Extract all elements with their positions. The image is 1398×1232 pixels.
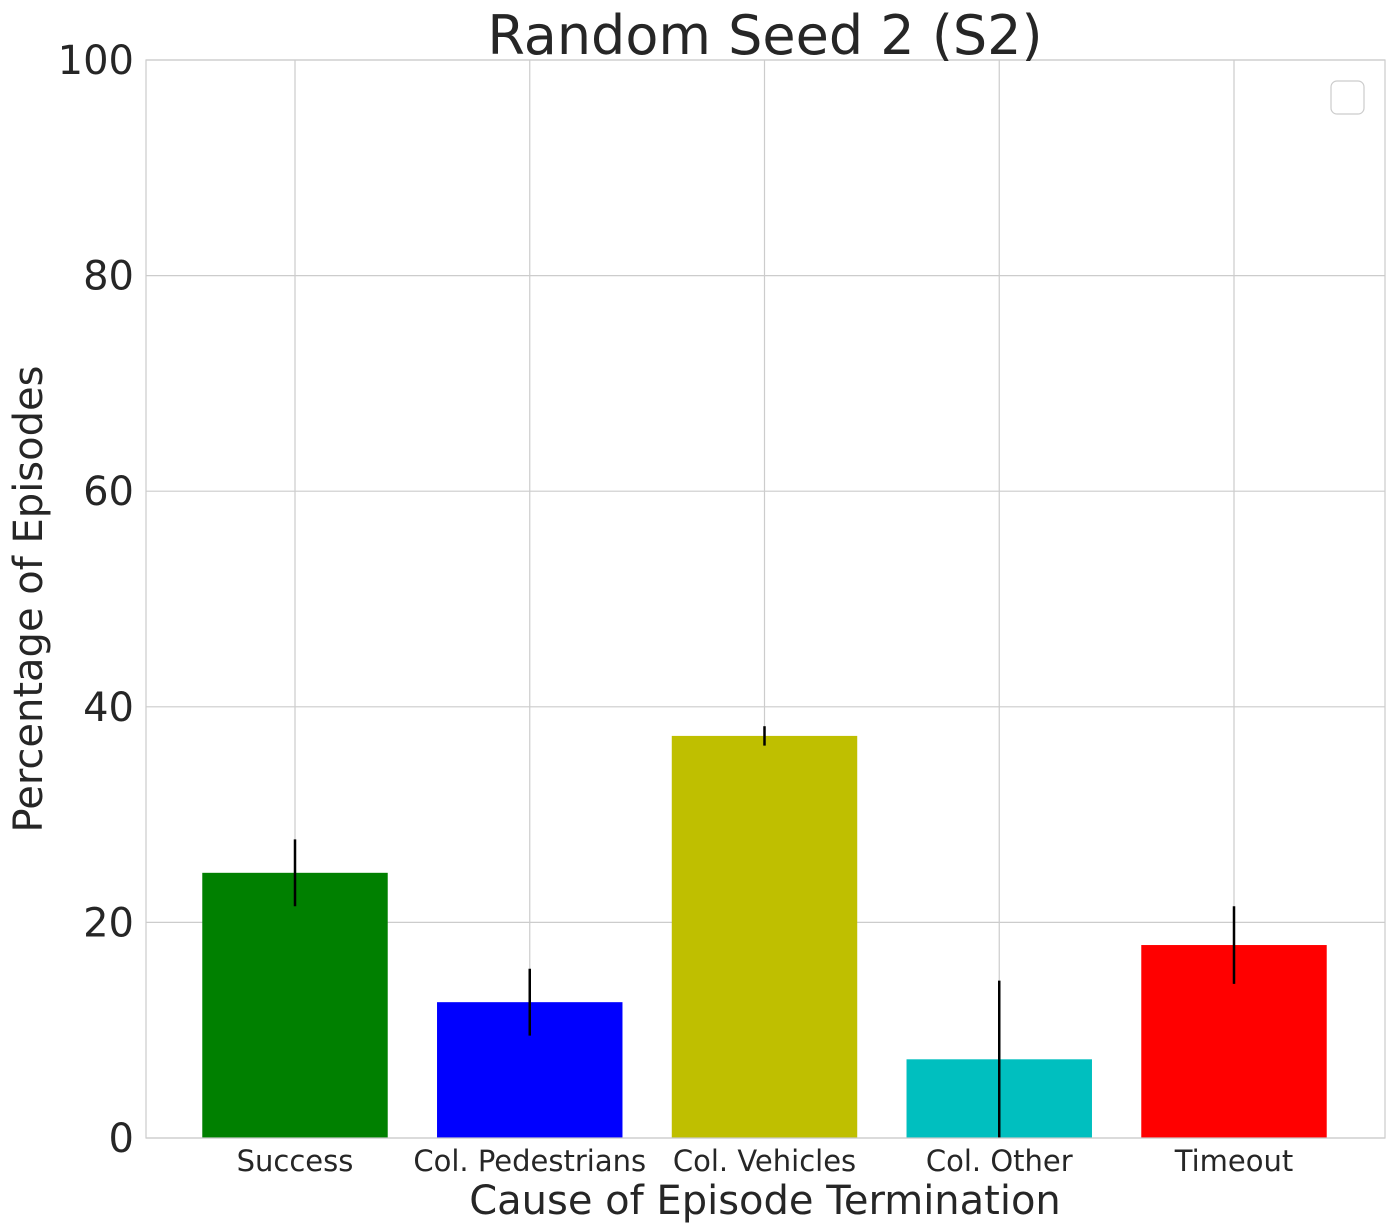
x-tick-label: Timeout (1174, 1144, 1293, 1178)
y-tick-label: 40 (83, 685, 134, 731)
x-tick-label: Col. Other (926, 1144, 1073, 1178)
x-tick-label: Col. Pedestrians (413, 1144, 646, 1178)
plot-frame (145, 59, 1386, 1139)
bar (202, 872, 388, 1138)
y-tick-label: 20 (83, 900, 134, 946)
chart-title: Random Seed 2 (S2) (487, 4, 1042, 67)
error-bars (293, 726, 1236, 1138)
x-tick-labels: Success Col. Pedestrians Col. Vehicles Col.… (237, 1144, 1294, 1178)
x-tick-label: Col. Vehicles (673, 1144, 856, 1178)
y-tick-label: 60 (83, 469, 134, 515)
bar (671, 735, 858, 1138)
bars (202, 735, 1327, 1138)
y-axis-label: Percentage of Episodes (6, 366, 52, 833)
y-tick-label: 100 (58, 38, 134, 84)
y-tick-label: 0 (109, 1116, 134, 1162)
x-tick-label: Success (237, 1144, 354, 1178)
y-tick-label: 80 (83, 254, 134, 300)
x-axis-label: Cause of Episode Termination (469, 1178, 1061, 1224)
legend (1330, 80, 1365, 115)
y-tick-labels: 0 20 40 60 80 100 (58, 38, 134, 1162)
